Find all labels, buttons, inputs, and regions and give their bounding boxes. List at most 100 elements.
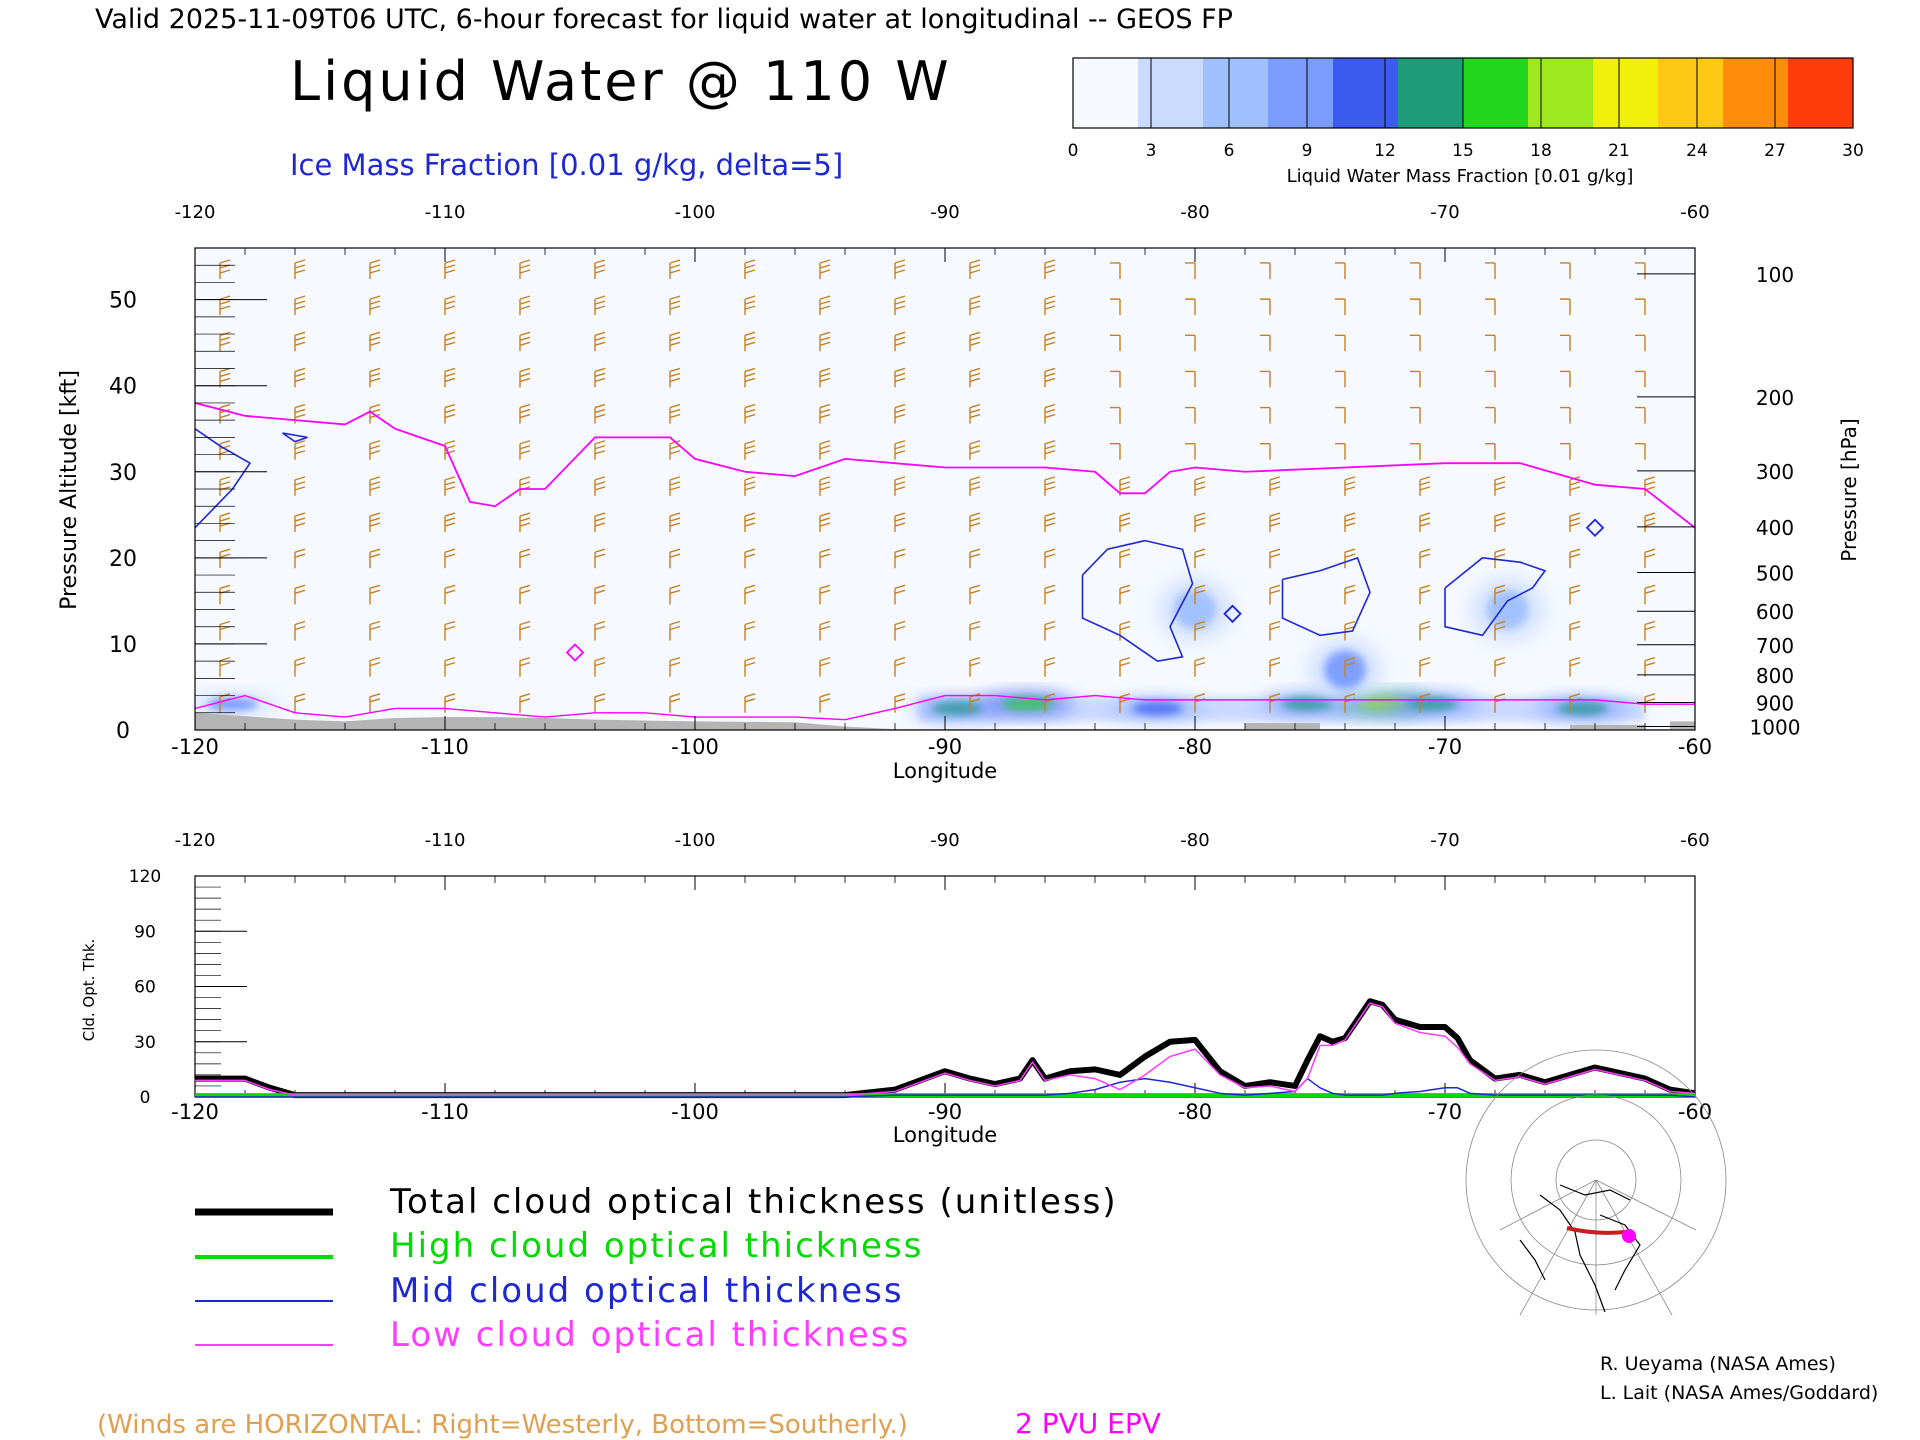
y-tick-label: 120 (129, 867, 161, 887)
wind-barb (744, 476, 756, 496)
wind-barb (1419, 656, 1431, 677)
wind-barb (1110, 370, 1121, 388)
y-tick-label: 20 (109, 547, 137, 572)
wind-barb (594, 476, 606, 496)
x-tick-label-top: -110 (425, 202, 466, 223)
wind-barb (369, 656, 381, 677)
wind-barb (1044, 584, 1056, 605)
y-tick-label: 30 (109, 461, 137, 486)
x-tick-label-top: -80 (1180, 830, 1209, 851)
wind-barb (819, 620, 831, 641)
wind-barb (444, 693, 456, 713)
x-tick-label: -120 (171, 735, 219, 759)
wind-barb (969, 476, 981, 496)
top-y2label: Pressure [hPa] (1837, 418, 1861, 561)
wind-barb (1119, 693, 1131, 713)
wind-barb (294, 331, 306, 352)
colorbar-swatch (1203, 58, 1269, 128)
wind-barb (669, 693, 681, 713)
ice-contour (1444, 557, 1547, 637)
wind-barb (444, 548, 456, 569)
x-tick-label: -100 (671, 1100, 719, 1124)
wind-barb (1335, 298, 1346, 316)
epv-2pvu-upper (195, 402, 1695, 529)
wind-barb (1410, 370, 1421, 388)
wind-barb (819, 584, 831, 605)
wind-barb (1635, 406, 1646, 424)
wind-barb (294, 259, 306, 279)
bottom-xlabel: Longitude (893, 1123, 997, 1147)
wind-barb (1194, 584, 1206, 605)
wind-barb (1485, 298, 1496, 316)
liquid-water-core (207, 697, 258, 711)
wind-barb (1644, 476, 1656, 496)
wind-barb (1410, 262, 1421, 279)
colorbar-swatch (1073, 58, 1139, 128)
x-tick-label-top: -70 (1430, 202, 1459, 223)
wind-barb (519, 512, 531, 533)
legend-low: Low cloud optical thickness (390, 1315, 910, 1355)
wind-barb (1260, 334, 1271, 352)
wind-barb (444, 331, 456, 352)
wind-barb (219, 548, 231, 569)
wind-barb (819, 656, 831, 677)
wind-barb (1119, 476, 1131, 496)
wind-barb (1410, 406, 1421, 424)
subtitle: Ice Mass Fraction [0.01 g/kg, delta=5] (290, 148, 843, 182)
wind-barb (1344, 476, 1356, 496)
wind-barb (819, 259, 831, 279)
wind-barb (1494, 512, 1506, 533)
wind-barb (1419, 548, 1431, 569)
wind-barb (894, 512, 906, 533)
wind-barb (1494, 548, 1506, 569)
wind-barb (819, 548, 831, 569)
x-tick-label-top: -100 (675, 830, 716, 851)
epv-2pvu-lower (195, 694, 1695, 721)
wind-barb (444, 259, 456, 279)
wind-barb (1044, 620, 1056, 641)
wind-barb (1110, 298, 1121, 316)
wind-barb (1485, 406, 1496, 424)
pressure-tick-label: 600 (1756, 600, 1794, 624)
wind-barb (1644, 584, 1656, 605)
wind-barb (969, 440, 981, 460)
wind-barb (294, 693, 306, 713)
colorbar-swatch (1593, 58, 1659, 128)
series-total (195, 998, 1696, 1099)
wind-barb (1269, 548, 1281, 569)
x-tick-label-top: -120 (175, 830, 216, 851)
wind-barb (519, 693, 531, 713)
colorbar-tick-label: 9 (1302, 141, 1313, 161)
cross-section-panel: -120 -120 -110 -110 -100 -100 -90 -90 -80 -80 -70 -… (109, 202, 1800, 759)
wind-barb (1044, 656, 1056, 677)
wind-barb (444, 512, 456, 533)
colorbar-tick-label: 6 (1224, 141, 1235, 161)
wind-barb (1044, 331, 1056, 352)
wind-barb (444, 656, 456, 677)
wind-barb (1644, 656, 1656, 677)
wind-barb (1494, 620, 1506, 641)
wind-barb (1260, 262, 1271, 279)
wind-barb (1185, 262, 1196, 279)
wind-barb (1494, 584, 1506, 605)
wind-barb (669, 476, 681, 496)
wind-barb (1344, 656, 1356, 677)
colorbar-swatch (1528, 58, 1594, 128)
terrain-patch (1670, 721, 1695, 730)
wind-barb (894, 584, 906, 605)
wind-barb (1635, 298, 1646, 316)
colorbar-tick-label: 12 (1374, 141, 1396, 161)
colorbar-swatch (1333, 58, 1399, 128)
y-tick-label: 60 (134, 978, 156, 998)
wind-barb (1044, 476, 1056, 496)
pressure-tick-label: 800 (1756, 664, 1794, 688)
wind-barb (219, 476, 231, 496)
wind-barb (594, 295, 606, 316)
wind-barb (1485, 443, 1496, 460)
wind-barb (219, 440, 231, 460)
wind-barb (219, 403, 231, 424)
wind-barb (219, 295, 231, 316)
wind-barb (1569, 548, 1581, 569)
wind-barb (894, 620, 906, 641)
wind-barb (369, 620, 381, 641)
